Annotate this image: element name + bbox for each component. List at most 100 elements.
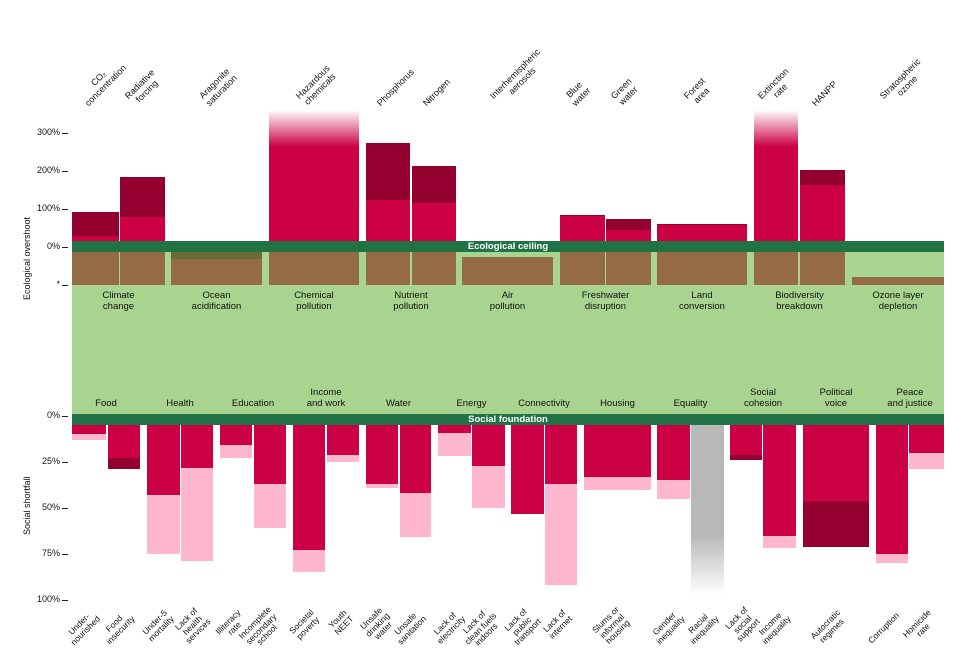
eco-group-label: Nutrient pollution <box>393 290 429 312</box>
shortfall-bar-current <box>584 425 651 477</box>
eco-indicator-label: Aragonite saturation <box>196 66 239 108</box>
eco-indicator-label: Extinction rate <box>755 66 791 101</box>
social-group-label: Connectivity <box>518 398 570 409</box>
shortfall-bar-current <box>400 425 431 494</box>
eco-indicator-label: Forest area <box>681 75 712 106</box>
social-indicator-label: Under- nourished <box>65 611 102 647</box>
boundary-box <box>269 252 359 285</box>
eco-indicator-label: Interhemispheric aerosols <box>487 46 542 101</box>
social-group-label: Education <box>231 398 275 409</box>
social-y-tick-mark <box>62 416 68 417</box>
overshoot-bar-inner <box>120 216 165 241</box>
eco-indicator-label: Phosphorus <box>374 66 416 108</box>
shortfall-bar-current <box>763 425 796 536</box>
eco-y-tick-mark <box>62 285 68 286</box>
eco-indicator-label: CO₂ concentration <box>82 62 128 108</box>
social-indicator-label: Youth NEET <box>326 607 356 637</box>
eco-indicator-label: Green water <box>608 76 640 107</box>
eco-indicator-label: HANPP <box>809 78 839 108</box>
social-indicator-label: Corruption <box>866 610 902 646</box>
eco-y-tick-label: 300% <box>36 127 60 137</box>
eco-y-tick-label: 100% <box>36 203 60 213</box>
eco-group-label: Ocean acidification <box>191 290 242 312</box>
boundary-box <box>412 252 456 285</box>
social-foundation-label: Social foundation <box>468 414 548 425</box>
shortfall-bar-current <box>472 425 505 466</box>
shortfall-bar-current <box>254 425 286 485</box>
ecological-ceiling-label: Ecological ceiling <box>467 241 549 252</box>
social-foundation-band: Social foundation <box>72 414 944 425</box>
eco-group-label: Air pollution <box>489 290 526 312</box>
shortfall-bar-current <box>181 425 213 468</box>
social-indicator-label: Lack of social support <box>722 604 762 644</box>
near-boundary-strip <box>171 252 262 259</box>
eco-y-tick-label: 0% <box>46 241 60 251</box>
social-group-label: Equality <box>673 398 708 409</box>
boundary-box <box>120 252 165 285</box>
overshoot-bar-inner <box>606 229 651 241</box>
social-group-label: Food <box>95 398 117 409</box>
eco-group-label: Climate change <box>102 290 135 312</box>
social-indicator-label: Racial inequality <box>685 611 720 646</box>
boundary-box <box>852 276 944 285</box>
eco-group-label: Biodiversity breakdown <box>775 290 824 312</box>
social-y-tick-mark <box>62 554 68 555</box>
boundary-box <box>462 256 553 285</box>
eco-y-tick-mark <box>62 133 68 134</box>
shortfall-bar-current <box>657 425 690 481</box>
eco-group-label: Freshwater disruption <box>581 290 630 312</box>
social-y-tick-label: 50% <box>41 502 60 512</box>
social-indicator-label: Homicide rate <box>900 607 933 640</box>
shortfall-bar-current <box>438 425 471 433</box>
shortfall-bar-current <box>72 425 106 435</box>
overshoot-bar-inner <box>657 224 747 241</box>
boundary-box <box>560 252 605 285</box>
shortfall-bar-current <box>803 425 869 501</box>
shortfall-bar-current <box>730 425 762 455</box>
eco-indicator-label: Nitrogen <box>420 76 453 108</box>
social-indicator-label: Unsafe sanitation <box>392 610 428 647</box>
social-y-tick-label: 100% <box>36 594 60 604</box>
unquantified-shortfall-bar <box>691 425 724 595</box>
boundary-box <box>72 252 119 285</box>
social-group-label: Social cohesion <box>743 387 783 409</box>
unquantified-overshoot-bar <box>754 110 798 241</box>
social-group-label: Housing <box>600 398 635 409</box>
overshoot-bar-inner <box>800 185 845 241</box>
shortfall-bar-current <box>327 425 359 455</box>
social-indicator-label: Lack of internet <box>540 607 574 641</box>
shortfall-bar-current <box>876 425 908 554</box>
shortfall-bar-current <box>220 425 252 446</box>
boundary-box <box>754 252 798 285</box>
eco-y-tick-mark <box>62 171 68 172</box>
social-y-tick-mark <box>62 508 68 509</box>
social-indicator-label: Societal poverty <box>286 607 321 641</box>
boundary-box <box>606 252 651 285</box>
eco-indicator-label: Radiative forcing <box>122 67 160 105</box>
eco-indicator-label: Blue water <box>563 79 593 108</box>
social-indicator-label: Lack of health services <box>172 605 213 646</box>
social-group-label: Peace and justice <box>887 387 933 409</box>
social-y-tick-label: 25% <box>41 456 60 466</box>
social-group-label: Water <box>386 398 411 409</box>
social-group-label: Health <box>166 398 194 409</box>
social-indicator-label: Unsafe drinking water <box>358 605 395 642</box>
social-indicator-label: Lack of public transport <box>502 606 543 648</box>
social-indicator-label: Under-5 mortality <box>140 607 176 644</box>
shortfall-bar-current <box>545 425 577 485</box>
social-indicator-label: Food insecurity <box>103 613 137 646</box>
shortfall-bar-current <box>147 425 180 496</box>
eco-y-tick-label: 200% <box>36 165 60 175</box>
social-indicator-label: Lack of clean fuels indoors <box>460 608 500 648</box>
unquantified-overshoot-bar <box>269 110 359 241</box>
social-indicator-label: Slums or informal housing <box>590 604 632 646</box>
overshoot-bar-inner <box>72 235 119 241</box>
social-y-tick-label: 0% <box>46 410 60 420</box>
eco-group-label: Land conversion <box>679 290 725 312</box>
social-y-tick-mark <box>62 600 68 601</box>
overshoot-bar-inner <box>366 199 410 241</box>
social-indicator-label: Gender inequality <box>650 609 686 646</box>
ecological-ceiling-band: Ecological ceiling <box>72 241 944 252</box>
social-group-label: Energy <box>456 398 487 409</box>
eco-group-label: Chemical pollution <box>294 290 334 312</box>
